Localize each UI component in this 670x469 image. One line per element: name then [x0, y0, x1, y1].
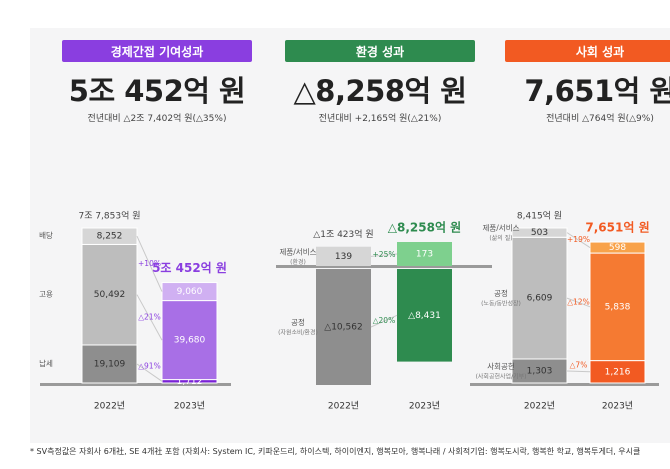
connector-line — [566, 370, 591, 373]
connector-line — [370, 253, 398, 257]
connector-line — [136, 294, 163, 341]
series-sublabel: (삶의 질) — [489, 234, 512, 242]
change-label: +19% — [567, 235, 590, 244]
bar-value-label: 1,303 — [527, 366, 553, 376]
footnote: * SV측정값은 자회사 6개社, SE 4개社 포함 (자회사: System… — [30, 447, 641, 456]
bar-value-label: 1,216 — [605, 367, 631, 377]
x-category-label: 2022년 — [524, 401, 555, 412]
connector-line — [566, 297, 591, 308]
section-environment-title: 환경 성과 — [285, 40, 475, 62]
baseline-bar — [470, 383, 659, 386]
series-sublabel: (환경) — [290, 258, 306, 266]
series-label: 제품/서비스 — [482, 224, 519, 233]
total-label-2022: 7조 7,853억 원 — [78, 210, 140, 222]
section-environment-headline: △8,258억 원 — [293, 74, 468, 108]
series-label: 공정 — [291, 317, 305, 327]
total-label-2023: △8,258억 원 — [388, 221, 461, 235]
total-label-2022: △1조 423억 원 — [313, 228, 373, 240]
bar-value-label: 9,060 — [177, 287, 203, 297]
bar-value-label: 1,712 — [177, 377, 203, 387]
baseline-bar — [40, 383, 231, 386]
series-label: 제품/서비스 — [279, 247, 316, 256]
series-sublabel: (노동/동반성장) — [481, 300, 521, 308]
bar-segment — [316, 269, 371, 385]
x-category-label: 2023년 — [174, 401, 205, 412]
section-social-comparison: 전년대비 △764억 원(△9%) — [546, 114, 654, 124]
connector-line — [566, 232, 591, 248]
connector-line — [370, 314, 398, 328]
bar-value-label: 50,492 — [94, 290, 126, 300]
total-label-2022: 8,415억 원 — [517, 210, 562, 222]
connector-line — [136, 236, 163, 292]
connector-line — [136, 363, 163, 382]
change-label: +25% — [373, 250, 396, 259]
series-label: 고용 — [39, 290, 53, 299]
bar-value-label: 39,680 — [174, 336, 206, 346]
bar-segment — [81, 243, 138, 346]
change-label: △21% — [138, 312, 160, 321]
bar-segment — [589, 241, 646, 254]
x-category-label: 2023년 — [602, 401, 633, 412]
x-category-label: 2022년 — [94, 401, 125, 412]
series-label: 배당 — [39, 230, 53, 240]
series-sublabel: (사회공헌사업/기부) — [476, 372, 527, 380]
change-label: △91% — [138, 362, 160, 371]
bar-segment — [589, 252, 646, 362]
x-category-label: 2023년 — [409, 401, 440, 412]
change-label: △20% — [373, 316, 395, 325]
bar-value-label: 139 — [335, 252, 352, 262]
section-economic-comparison: 전년대비 △2조 7,402억 원(△35%) — [87, 114, 227, 124]
change-label: +10% — [138, 259, 161, 268]
section-environment-comparison: 전년대비 +2,165억 원(△21%) — [318, 114, 442, 124]
bar-value-label: 598 — [609, 243, 626, 253]
section-social-headline: 7,651억 원 — [524, 74, 670, 108]
charts-canvas: 19,109 50,492 8,252 1,712 39,680 9,060 △91% △21… — [39, 210, 659, 412]
section-economic-title: 경제간접 기여성과 — [62, 40, 252, 62]
bar-value-label: △10,562 — [324, 323, 362, 333]
total-label-2023: 7,651억 원 — [585, 221, 649, 235]
series-label: 사회공헌 — [487, 362, 515, 371]
series-label: 납세 — [39, 359, 53, 368]
change-label: △7% — [570, 360, 588, 369]
bar-segment — [511, 236, 568, 360]
bar-value-label: 503 — [531, 228, 548, 238]
total-label-2023: 5조 452억 원 — [152, 261, 227, 275]
bar-segment — [316, 246, 371, 266]
bar-segment — [397, 269, 452, 362]
series-sublabel: (자원소비/환경) — [278, 329, 318, 337]
bar-segment — [81, 344, 138, 384]
bar-value-label: 173 — [416, 250, 433, 260]
baseline-bar — [276, 265, 492, 268]
change-label: △12% — [567, 297, 589, 306]
bar-segment — [397, 242, 452, 266]
section-economic-headline: 5조 452억 원 — [68, 74, 246, 108]
series-label: 공정 — [494, 288, 508, 298]
bar-value-label: 19,109 — [94, 359, 126, 369]
section-social-title: 사회 성과 — [505, 40, 670, 62]
bar-value-label: 5,838 — [605, 302, 631, 312]
bar-value-label: 8,252 — [97, 232, 123, 242]
x-category-label: 2022년 — [328, 401, 359, 412]
bar-value-label: △8,431 — [408, 311, 441, 321]
bar-value-label: 6,609 — [527, 294, 553, 304]
